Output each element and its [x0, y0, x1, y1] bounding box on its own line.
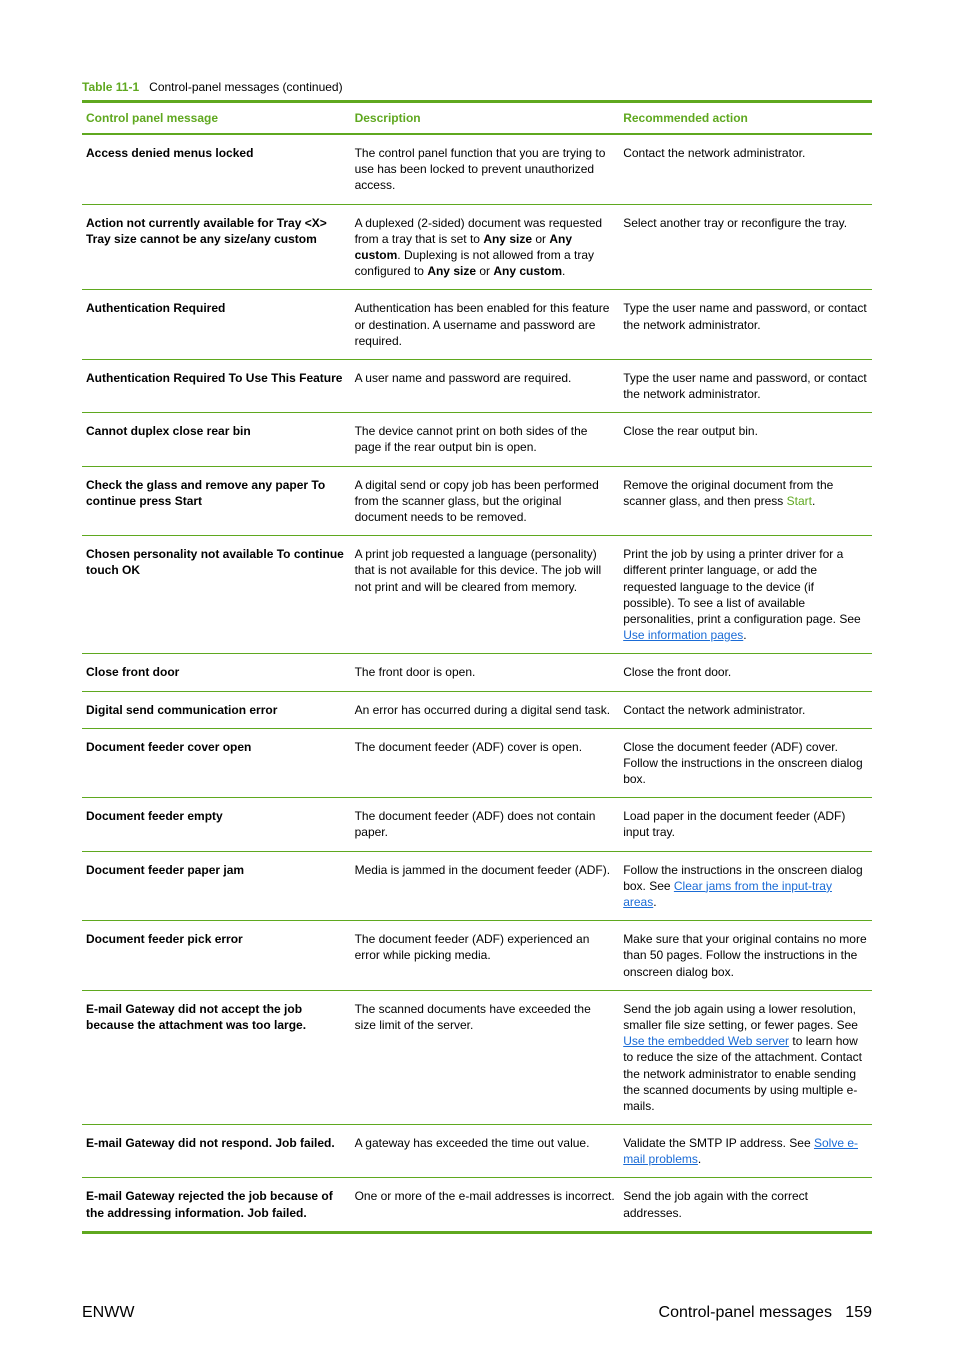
cross-ref-link[interactable]: Use the embedded Web server	[623, 1034, 789, 1048]
description-cell: The document feeder (ADF) cover is open.	[351, 728, 620, 798]
message-cell: E-mail Gateway did not respond. Job fail…	[82, 1125, 351, 1178]
table-row: Action not currently available for Tray …	[82, 204, 872, 290]
col-header-message: Control panel message	[82, 102, 351, 135]
table-row: E-mail Gateway did not respond. Job fail…	[82, 1125, 872, 1178]
description-cell: The scanned documents have exceeded the …	[351, 990, 620, 1124]
action-cell: Close the front door.	[619, 654, 872, 691]
table-row: Authentication Required To Use This Feat…	[82, 359, 872, 412]
table-row: Authentication RequiredAuthentication ha…	[82, 290, 872, 360]
message-cell: Access denied menus locked	[82, 134, 351, 204]
action-cell: Type the user name and password, or cont…	[619, 359, 872, 412]
table-row: Document feeder pick errorThe document f…	[82, 921, 872, 991]
message-cell: Authentication Required To Use This Feat…	[82, 359, 351, 412]
action-cell: Contact the network administrator.	[619, 134, 872, 204]
message-cell: Chosen personality not available To cont…	[82, 536, 351, 654]
table-number: Table 11-1	[82, 80, 139, 94]
messages-table: Control panel message Description Recomm…	[82, 100, 872, 1234]
message-cell: Digital send communication error	[82, 691, 351, 728]
description-cell: The control panel function that you are …	[351, 134, 620, 204]
col-header-action: Recommended action	[619, 102, 872, 135]
description-cell: One or more of the e-mail addresses is i…	[351, 1178, 620, 1232]
table-row: Document feeder paper jamMedia is jammed…	[82, 851, 872, 921]
action-cell: Send the job again with the correct addr…	[619, 1178, 872, 1232]
action-cell: Print the job by using a printer driver …	[619, 536, 872, 654]
action-cell: Send the job again using a lower resolut…	[619, 990, 872, 1124]
table-row: Document feeder emptyThe document feeder…	[82, 798, 872, 851]
action-cell: Select another tray or reconfigure the t…	[619, 204, 872, 290]
description-cell: The document feeder (ADF) does not conta…	[351, 798, 620, 851]
table-row: E-mail Gateway did not accept the job be…	[82, 990, 872, 1124]
message-cell: Cannot duplex close rear bin	[82, 413, 351, 466]
footer-left: ENWW	[82, 1304, 134, 1322]
message-cell: E-mail Gateway rejected the job because …	[82, 1178, 351, 1232]
message-cell: Document feeder empty	[82, 798, 351, 851]
page-number: 159	[845, 1304, 872, 1321]
action-cell: Make sure that your original contains no…	[619, 921, 872, 991]
footer-section: Control-panel messages	[659, 1304, 832, 1321]
description-cell: A gateway has exceeded the time out valu…	[351, 1125, 620, 1178]
description-cell: Authentication has been enabled for this…	[351, 290, 620, 360]
table-header-row: Control panel message Description Recomm…	[82, 102, 872, 135]
table-row: Access denied menus lockedThe control pa…	[82, 134, 872, 204]
description-cell: A user name and password are required.	[351, 359, 620, 412]
cross-ref-link[interactable]: Use information pages	[623, 628, 743, 642]
table-row: Close front doorThe front door is open.C…	[82, 654, 872, 691]
table-row: Cannot duplex close rear binThe device c…	[82, 413, 872, 466]
message-cell: Document feeder cover open	[82, 728, 351, 798]
table-row: Digital send communication errorAn error…	[82, 691, 872, 728]
description-cell: A print job requested a language (person…	[351, 536, 620, 654]
table-caption: Table 11-1 Control-panel messages (conti…	[82, 80, 872, 94]
description-cell: The device cannot print on both sides of…	[351, 413, 620, 466]
action-cell: Close the document feeder (ADF) cover. F…	[619, 728, 872, 798]
message-cell: Action not currently available for Tray …	[82, 204, 351, 290]
action-cell: Type the user name and password, or cont…	[619, 290, 872, 360]
table-row: Document feeder cover openThe document f…	[82, 728, 872, 798]
description-cell: Media is jammed in the document feeder (…	[351, 851, 620, 921]
description-cell: The document feeder (ADF) experienced an…	[351, 921, 620, 991]
action-cell: Close the rear output bin.	[619, 413, 872, 466]
table-row: Check the glass and remove any paper To …	[82, 466, 872, 536]
description-cell: A digital send or copy job has been perf…	[351, 466, 620, 536]
message-cell: Close front door	[82, 654, 351, 691]
col-header-description: Description	[351, 102, 620, 135]
table-row: Chosen personality not available To cont…	[82, 536, 872, 654]
action-cell: Load paper in the document feeder (ADF) …	[619, 798, 872, 851]
table-row: E-mail Gateway rejected the job because …	[82, 1178, 872, 1232]
table-caption-text: Control-panel messages (continued)	[149, 80, 342, 94]
page-footer: ENWW Control-panel messages 159	[82, 1304, 872, 1322]
action-cell: Follow the instructions in the onscreen …	[619, 851, 872, 921]
message-cell: Document feeder paper jam	[82, 851, 351, 921]
description-cell: The front door is open.	[351, 654, 620, 691]
action-cell: Contact the network administrator.	[619, 691, 872, 728]
action-cell: Remove the original document from the sc…	[619, 466, 872, 536]
footer-right: Control-panel messages 159	[659, 1304, 872, 1322]
message-cell: Document feeder pick error	[82, 921, 351, 991]
description-cell: A duplexed (2-sided) document was reques…	[351, 204, 620, 290]
message-cell: Check the glass and remove any paper To …	[82, 466, 351, 536]
action-cell: Validate the SMTP IP address. See Solve …	[619, 1125, 872, 1178]
message-cell: E-mail Gateway did not accept the job be…	[82, 990, 351, 1124]
message-cell: Authentication Required	[82, 290, 351, 360]
description-cell: An error has occurred during a digital s…	[351, 691, 620, 728]
